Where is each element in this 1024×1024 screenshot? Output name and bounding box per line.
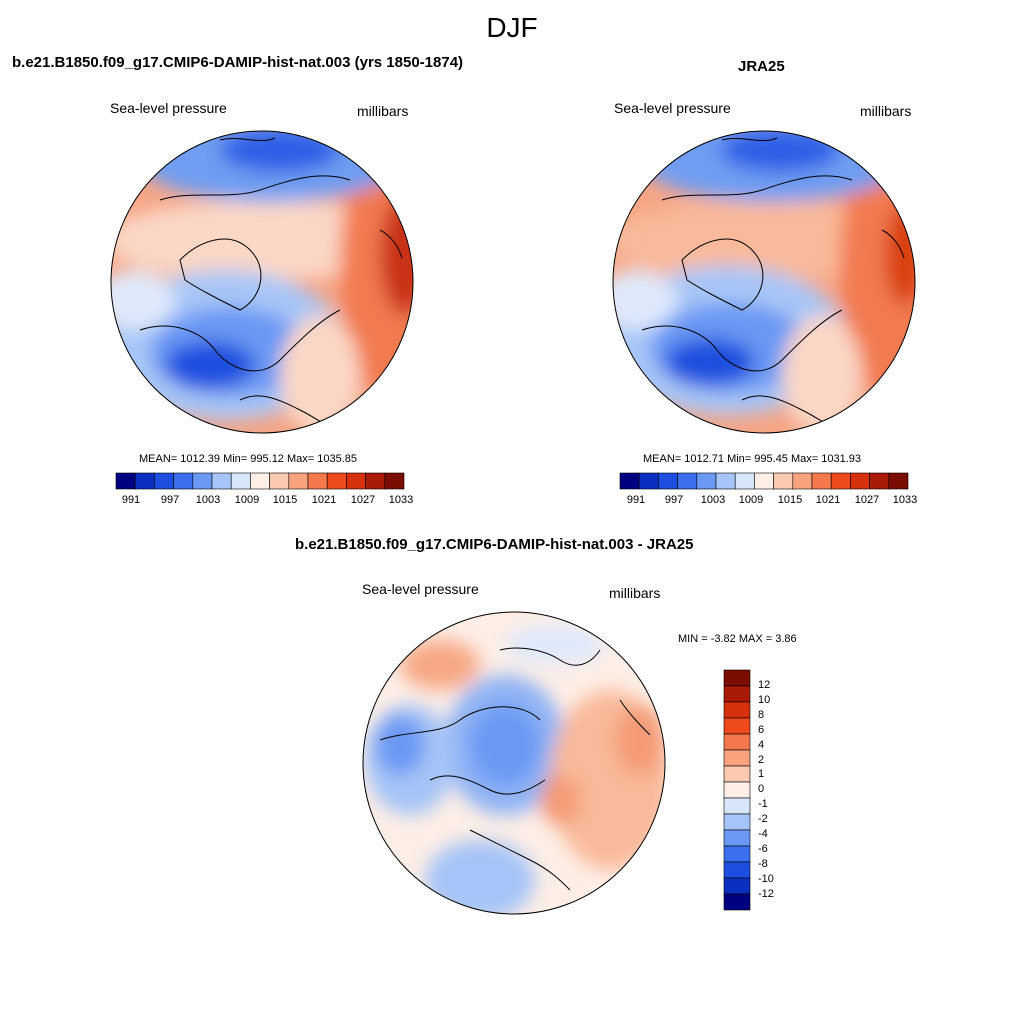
panel-diff-stats: MIN = -3.82 MAX = 3.86 xyxy=(678,633,797,645)
cbar-obs-tick: 997 xyxy=(664,494,684,506)
colorbar-model-swatch xyxy=(134,472,155,490)
panel-model-stats: MEAN= 1012.39 Min= 995.12 Max= 1035.85 xyxy=(139,453,358,465)
cbar-diff-tick: -4 xyxy=(758,828,768,840)
panel-obs-variable-label: Sea-level pressure xyxy=(614,100,731,116)
cbar-model-tick: 1033 xyxy=(388,494,414,506)
colorbar-obs-swatch xyxy=(619,472,640,490)
colorbar-model-swatch xyxy=(346,472,366,490)
colorbar-diff-swatch xyxy=(723,893,751,911)
colorbar-obs-swatch xyxy=(792,472,813,490)
colorbar-diff-swatch xyxy=(723,861,751,879)
colorbar-model-swatch xyxy=(307,472,328,490)
cbar-obs-tick: 1003 xyxy=(700,494,726,506)
cbar-obs-tick: 1033 xyxy=(892,494,918,506)
colorbar-obs-swatch xyxy=(869,472,890,490)
colorbar-model-swatch xyxy=(192,472,213,490)
map-obs-slp xyxy=(613,131,915,433)
cbar-obs-tick: 1015 xyxy=(777,494,803,506)
colorbar-obs-swatch xyxy=(754,472,774,490)
colorbar-diff-swatch xyxy=(723,765,751,783)
map-model-slp xyxy=(111,131,413,433)
cbar-model-tick: 1027 xyxy=(350,494,376,506)
cbar-obs-tick: 991 xyxy=(626,494,646,506)
colorbar-diff-swatch xyxy=(723,669,751,687)
colorbar-obs-swatch xyxy=(677,472,698,490)
cbar-diff-tick: 12 xyxy=(758,679,771,691)
cbar-diff-tick: 0 xyxy=(758,783,765,795)
colorbar-obs-swatch xyxy=(773,472,794,490)
colorbar-model-swatch xyxy=(384,472,405,490)
cbar-diff-tick: 2 xyxy=(758,754,765,766)
panel-model-title: b.e21.B1850.f09_g17.CMIP6-DAMIP-hist-nat… xyxy=(12,54,464,71)
map-diff-slp xyxy=(363,612,665,914)
colorbar-diff-swatch xyxy=(723,685,751,703)
colorbar-model-swatch xyxy=(269,472,290,490)
panel-model-variable-label: Sea-level pressure xyxy=(110,100,227,116)
cbar-diff-tick: 10 xyxy=(758,694,771,706)
panel-model-units-label: millibars xyxy=(357,103,409,119)
colorbar-obs-swatch xyxy=(811,472,832,490)
cbar-diff-tick: 4 xyxy=(758,739,765,751)
cbar-diff-tick: -2 xyxy=(758,813,768,825)
colorbar-diff-swatch xyxy=(723,797,751,815)
cbar-model-tick: 1003 xyxy=(195,494,221,506)
cbar-model-tick: 1009 xyxy=(234,494,260,506)
colorbar-obs-swatch xyxy=(715,472,736,490)
panel-diff-title: b.e21.B1850.f09_g17.CMIP6-DAMIP-hist-nat… xyxy=(295,536,694,553)
colorbar-obs-swatch xyxy=(696,472,717,490)
colorbar-model-swatch xyxy=(115,472,136,490)
cbar-model-tick: 1015 xyxy=(272,494,298,506)
panel-obs-stats: MEAN= 1012.71 Min= 995.45 Max= 1031.93 xyxy=(643,453,862,465)
colorbar-diff-swatch xyxy=(723,717,751,735)
cbar-diff-tick: 6 xyxy=(758,724,765,736)
colorbar-diff xyxy=(723,669,751,911)
cbar-diff-tick: -1 xyxy=(758,798,768,810)
cbar-model-tick: 1021 xyxy=(311,494,337,506)
colorbar-diff-swatch xyxy=(723,845,751,863)
cbar-diff-tick: 1 xyxy=(758,768,765,780)
cbar-model-tick: 991 xyxy=(121,494,141,506)
cbar-obs-tick: 1027 xyxy=(854,494,880,506)
cbar-diff-tick: -8 xyxy=(758,858,768,870)
cbar-diff-tick: -6 xyxy=(758,843,768,855)
colorbar-diff-swatch xyxy=(723,749,751,767)
cbar-model-tick: 997 xyxy=(160,494,180,506)
colorbar-diff-swatch xyxy=(723,829,751,847)
colorbar-model-swatch xyxy=(173,472,194,490)
colorbar-diff-swatch xyxy=(723,813,751,831)
colorbar-model-swatch xyxy=(154,472,174,490)
colorbar-diff-swatch xyxy=(723,701,751,719)
figure-title: DJF xyxy=(486,12,538,43)
colorbar-model-swatch xyxy=(365,472,386,490)
colorbar-model-swatch xyxy=(288,472,309,490)
colorbar-obs-swatch xyxy=(638,472,659,490)
cbar-obs-tick: 1009 xyxy=(738,494,764,506)
colorbar-diff-swatch xyxy=(723,877,751,895)
cbar-obs-tick: 1021 xyxy=(815,494,841,506)
colorbar-model-swatch xyxy=(250,472,270,490)
colorbar-model-swatch xyxy=(326,472,347,490)
cbar-diff-tick: 8 xyxy=(758,709,765,721)
colorbar-obs-swatch xyxy=(830,472,851,490)
colorbar-diff-swatch xyxy=(723,781,751,799)
colorbar-obs-swatch xyxy=(734,472,755,490)
cbar-diff-tick: -12 xyxy=(758,888,774,900)
panel-diff-units-label: millibars xyxy=(609,585,661,601)
colorbar-diff-swatch xyxy=(723,733,751,751)
colorbar-obs-swatch xyxy=(888,472,909,490)
colorbar-model-swatch xyxy=(211,472,232,490)
colorbar-model xyxy=(115,472,405,490)
colorbar-obs-swatch xyxy=(850,472,870,490)
cbar-diff-tick: -10 xyxy=(758,873,774,885)
panel-obs-units-label: millibars xyxy=(860,103,912,119)
colorbar-obs xyxy=(619,472,909,490)
colorbar-model-swatch xyxy=(230,472,251,490)
panel-obs-title: JRA25 xyxy=(738,58,785,75)
colorbar-obs-swatch xyxy=(658,472,678,490)
panel-diff-variable-label: Sea-level pressure xyxy=(362,581,479,597)
